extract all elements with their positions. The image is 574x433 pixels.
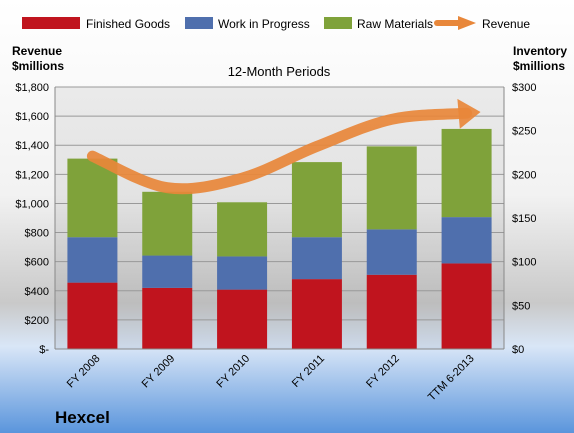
legend-swatch-finished-goods [22, 17, 80, 29]
bar-work-in-progress [217, 256, 268, 290]
left-tick-label: $1,000 [15, 198, 49, 210]
bar-layer [67, 128, 492, 349]
right-axis-title-line2: $millions [513, 59, 565, 73]
bar-raw-materials [67, 158, 118, 238]
right-tick-label: $200 [512, 169, 536, 181]
right-axis-title-line1: Inventory [513, 44, 567, 58]
bar-raw-materials [366, 146, 417, 230]
bar-work-in-progress [291, 237, 342, 280]
plot-area [55, 87, 504, 349]
right-tick-label: $250 [512, 126, 536, 138]
left-tick-label: $1,400 [15, 140, 49, 152]
grid-layer [55, 86, 504, 350]
left-tick-label: $600 [25, 257, 49, 269]
bar-raw-materials [291, 162, 342, 238]
legend-label-finished-goods: Finished Goods [86, 17, 170, 31]
bar-work-in-progress [366, 229, 417, 275]
bar-raw-materials [142, 191, 193, 256]
bar-raw-materials [441, 128, 492, 218]
bar-work-in-progress [441, 217, 492, 264]
bar-work-in-progress [67, 237, 118, 283]
right-tick-label: $300 [512, 82, 536, 94]
bar-finished-goods [67, 282, 118, 349]
left-tick-label: $200 [25, 315, 49, 327]
revenue-line [86, 107, 473, 195]
left-axis-title-line1: Revenue [12, 44, 62, 58]
legend-swatch-revenue-arrow [458, 16, 476, 30]
bar-raw-materials [217, 202, 268, 257]
left-tick-label: $1,600 [15, 111, 49, 123]
bar-finished-goods [142, 287, 193, 349]
legend-label-work-in-progress: Work in Progress [218, 17, 310, 31]
bar-finished-goods [366, 274, 417, 349]
legend-label-revenue: Revenue [482, 17, 530, 31]
left-tick-label: $400 [25, 286, 49, 298]
left-tick-label: $1,200 [15, 169, 49, 181]
bar-work-in-progress [142, 255, 193, 288]
left-tick-label: $800 [25, 228, 49, 240]
bar-finished-goods [291, 279, 342, 349]
left-tick-label: $1,800 [15, 82, 49, 94]
right-tick-label: $50 [512, 300, 530, 312]
right-tick-label: $100 [512, 257, 536, 269]
bar-finished-goods [217, 289, 268, 349]
line-layer [86, 98, 481, 195]
legend: Finished Goods Work in Progress Raw Mate… [22, 16, 530, 31]
left-axis-title-line2: $millions [12, 59, 64, 73]
legend-swatch-work-in-progress [185, 17, 213, 29]
company-name: Hexcel [55, 408, 110, 427]
legend-label-raw-materials: Raw Materials [357, 17, 433, 31]
bar-finished-goods [441, 263, 492, 349]
chart-title: 12-Month Periods [228, 64, 331, 79]
left-tick-label: $- [39, 344, 49, 356]
revenue-arrowhead [457, 98, 481, 129]
right-tick-label: $0 [512, 344, 524, 356]
legend-swatch-raw-materials [324, 17, 352, 29]
right-tick-label: $150 [512, 213, 536, 225]
